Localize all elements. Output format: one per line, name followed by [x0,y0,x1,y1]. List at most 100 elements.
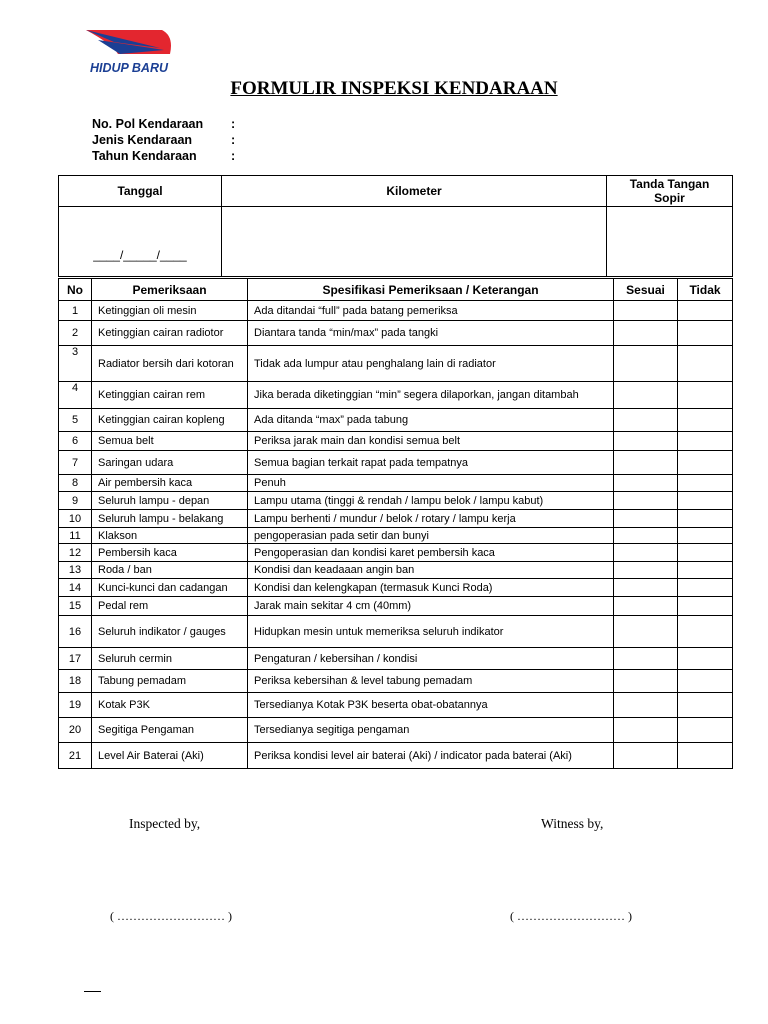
table-row: 14 Kunci-kunci dan cadangan Kondisi dan ke… [58,578,733,597]
row-spec: Diantara tanda “min/max” pada tangki [247,320,614,346]
sesuai-checkbox[interactable] [613,345,678,382]
row-item: Kunci-kunci dan cadangan [91,578,248,597]
row-number: 20 [58,717,92,743]
row-item: Seluruh cermin [91,647,248,670]
sesuai-checkbox[interactable] [613,692,678,718]
table-row: 11 Klakson pengoperasian pada setir dan bu… [58,527,733,544]
row-spec: Semua bagian terkait rapat pada tempatny… [247,450,614,475]
sesuai-checkbox[interactable] [613,717,678,743]
row-item: Ketinggian cairan kopleng [91,408,248,432]
sesuai-checkbox[interactable] [613,578,678,597]
inspected-signature-line[interactable]: ( ……………………… ) [110,909,232,923]
sesuai-checkbox[interactable] [613,491,678,510]
tidak-checkbox[interactable] [677,509,733,528]
row-item: Pembersih kaca [91,543,248,562]
sesuai-checkbox[interactable] [613,742,678,769]
info-tahun: Tahun Kendaraan: [92,149,236,163]
sesuai-checkbox[interactable] [613,527,678,544]
sesuai-checkbox[interactable] [613,561,678,579]
row-number: 3 [58,345,92,382]
row-number: 10 [58,509,92,528]
sesuai-checkbox[interactable] [613,408,678,432]
table-row: 19 Kotak P3K Tersedianya Kotak P3K beserta… [58,692,733,718]
tidak-checkbox[interactable] [677,431,733,451]
row-number: 6 [58,431,92,451]
tidak-checkbox[interactable] [677,474,733,492]
sesuai-checkbox[interactable] [613,300,678,321]
row-spec: Periksa kondisi level air baterai (Aki) … [247,742,614,769]
row-item: Level Air Baterai (Aki) [91,742,248,769]
row-item: Pedal rem [91,596,248,616]
row-spec: Jika berada diketinggian “min” segera di… [247,381,614,409]
tidak-checkbox[interactable] [677,669,733,693]
tidak-checkbox[interactable] [677,450,733,475]
table-row: 6 Semua belt Periksa jarak main dan kondis… [58,431,733,451]
row-item: Semua belt [91,431,248,451]
tidak-checkbox[interactable] [677,578,733,597]
header-spesifikasi: Spesifikasi Pemeriksaan / Keterangan [247,278,614,301]
tidak-checkbox[interactable] [677,320,733,346]
page-title: FORMULIR INSPEKSI KENDARAAN [230,78,558,99]
tidak-checkbox[interactable] [677,381,733,409]
tidak-checkbox[interactable] [677,561,733,579]
header-tanda-tangan: Tanda Tangan Sopir [606,175,733,207]
tidak-checkbox[interactable] [677,647,733,670]
sesuai-checkbox[interactable] [613,431,678,451]
header-tanggal: Tanggal [58,175,222,207]
sesuai-checkbox[interactable] [613,509,678,528]
sesuai-checkbox[interactable] [613,381,678,409]
tidak-checkbox[interactable] [677,742,733,769]
table-row: 13 Roda / ban Kondisi dan keadaaan angin b… [58,561,733,579]
witness-signature-line[interactable]: ( ……………………… ) [510,909,632,923]
row-spec: Tidak ada lumpur atau penghalang lain di… [247,345,614,382]
row-spec: Tersedianya Kotak P3K beserta obat-obata… [247,692,614,718]
row-number: 8 [58,474,92,492]
table-row: 16 Seluruh indikator / gauges Hidupkan mes… [58,615,733,648]
table-row: 8 Air pembersih kaca Penuh [58,474,733,492]
row-spec: Kondisi dan keadaaan angin ban [247,561,614,579]
row-spec: Hidupkan mesin untuk memeriksa seluruh i… [247,615,614,648]
row-number: 14 [58,578,92,597]
table-row: 10 Seluruh lampu - belakang Lampu berhenti… [58,509,733,528]
row-item: Saringan udara [91,450,248,475]
tidak-checkbox[interactable] [677,408,733,432]
tidak-checkbox[interactable] [677,345,733,382]
row-spec: Lampu berhenti / mundur / belok / rotary… [247,509,614,528]
row-number: 17 [58,647,92,670]
tidak-checkbox[interactable] [677,717,733,743]
row-spec: Jarak main sekitar 4 cm (40mm) [247,596,614,616]
row-number: 13 [58,561,92,579]
sesuai-checkbox[interactable] [613,474,678,492]
tidak-checkbox[interactable] [677,300,733,321]
row-spec: Kondisi dan kelengkapan (termasuk Kunci … [247,578,614,597]
sesuai-checkbox[interactable] [613,596,678,616]
kilometer-field[interactable] [221,206,607,277]
sesuai-checkbox[interactable] [613,615,678,648]
tidak-checkbox[interactable] [677,596,733,616]
tidak-checkbox[interactable] [677,692,733,718]
sesuai-checkbox[interactable] [613,450,678,475]
sesuai-checkbox[interactable] [613,543,678,562]
table-row: 4 Ketinggian cairan rem Jika berada diketi… [58,381,733,409]
row-spec: Tersedianya segitiga pengaman [247,717,614,743]
row-spec: Penuh [247,474,614,492]
tidak-checkbox[interactable] [677,615,733,648]
row-item: Ketinggian cairan radiotor [91,320,248,346]
sesuai-checkbox[interactable] [613,320,678,346]
table-row: 5 Ketinggian cairan kopleng Ada ditanda “m… [58,408,733,432]
row-spec: Periksa jarak main dan kondisi semua bel… [247,431,614,451]
row-spec: Pengaturan / kebersihan / kondisi [247,647,614,670]
tidak-checkbox[interactable] [677,527,733,544]
sesuai-checkbox[interactable] [613,647,678,670]
row-item: Seluruh indikator / gauges [91,615,248,648]
row-spec: Lampu utama (tinggi & rendah / lampu bel… [247,491,614,510]
tidak-checkbox[interactable] [677,543,733,562]
date-field[interactable]: ____/_____/____ [58,206,222,277]
tidak-checkbox[interactable] [677,491,733,510]
signature-field[interactable] [606,206,733,277]
row-item: Seluruh lampu - belakang [91,509,248,528]
company-logo: HIDUP BARU [84,28,176,76]
sesuai-checkbox[interactable] [613,669,678,693]
row-number: 11 [58,527,92,544]
info-jenis: Jenis Kendaraan: [92,133,236,147]
